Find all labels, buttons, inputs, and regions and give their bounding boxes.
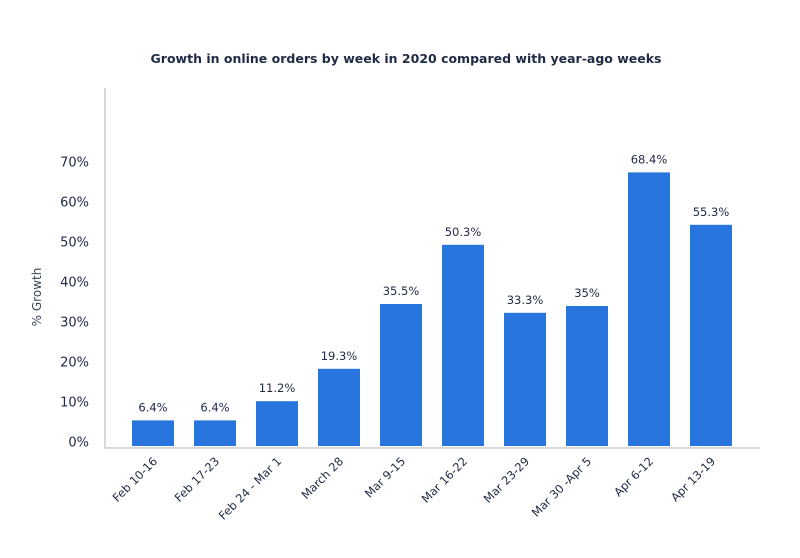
- x-tick-label: March 28: [298, 454, 346, 502]
- bar: [566, 306, 608, 446]
- bar: [628, 172, 670, 446]
- y-tick-label: 40%: [60, 276, 89, 291]
- data-label: 6.4%: [200, 400, 229, 414]
- y-axis-ticks: 0% 10% 20% 30% 40% 50% 60% 70%: [60, 156, 89, 451]
- bar: [318, 368, 360, 446]
- data-label: 68.4%: [631, 152, 668, 166]
- y-tick-label: 70%: [60, 156, 89, 171]
- y-tick-label: 60%: [60, 196, 89, 211]
- y-tick-label: 30%: [60, 316, 89, 331]
- bar: [380, 304, 422, 446]
- bars: [132, 172, 732, 446]
- y-tick-label: 20%: [60, 356, 89, 371]
- bar: [504, 312, 546, 446]
- x-tick-label: Mar 9-15: [362, 454, 408, 500]
- x-tick-label: Mar 30 -Apr 5: [529, 454, 594, 519]
- x-tick-label: Apr 6-12: [611, 454, 656, 499]
- data-label: 6.4%: [138, 400, 167, 414]
- bar: [194, 420, 236, 446]
- x-tick-label: Feb 24 - Mar 1: [216, 454, 284, 522]
- y-tick-label: 10%: [60, 396, 89, 411]
- data-labels: 6.4% 6.4% 11.2% 19.3% 35.5% 50.3% 33.3% 35% 68.4…: [138, 152, 729, 414]
- data-label: 35%: [574, 286, 600, 300]
- bar: [132, 420, 174, 446]
- data-label: 11.2%: [259, 381, 296, 395]
- x-tick-label: Feb 10-16: [110, 454, 161, 505]
- chart-title: Growth in online orders by week in 2020 …: [151, 51, 662, 66]
- y-tick-label: 0%: [68, 436, 89, 451]
- data-label: 50.3%: [445, 225, 482, 239]
- data-label: 33.3%: [507, 293, 544, 307]
- y-axis-label: % Growth: [30, 268, 44, 327]
- data-label: 35.5%: [383, 284, 420, 298]
- x-tick-label: Mar 16-22: [419, 454, 470, 505]
- bar: [256, 401, 298, 446]
- data-label: 55.3%: [693, 205, 730, 219]
- x-tick-label: Feb 17-23: [172, 454, 223, 505]
- data-label: 19.3%: [321, 349, 358, 363]
- bar: [690, 224, 732, 446]
- bar: [442, 244, 484, 446]
- x-tick-label: Apr 13-19: [668, 454, 718, 504]
- x-tick-label: Mar 23-29: [481, 454, 532, 505]
- y-tick-label: 50%: [60, 236, 89, 251]
